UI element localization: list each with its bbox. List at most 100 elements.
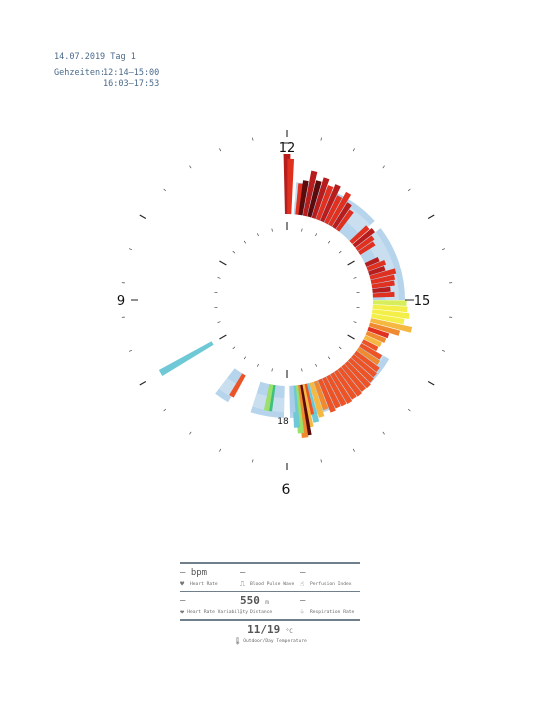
outer-tick	[163, 408, 167, 412]
activity-bar	[287, 158, 295, 215]
activity-bar	[344, 360, 371, 389]
activity-bar	[349, 225, 370, 244]
outer-dial-ticks	[121, 130, 453, 470]
hour-label: 12	[279, 141, 296, 156]
walking-time-1: 12:14–15:00	[103, 68, 160, 78]
activity-bar	[307, 180, 322, 218]
heart-rate-value: — bpm	[180, 567, 208, 578]
outer-tick	[353, 448, 355, 452]
activity-bar	[337, 366, 363, 397]
activity-bars	[158, 153, 413, 439]
activity-bar	[229, 373, 246, 398]
activity-bar	[289, 385, 296, 413]
inner-tick	[327, 240, 331, 244]
hour-label: 6	[282, 482, 291, 498]
temperature-value: 11/19	[247, 622, 281, 636]
metric-heart-rate: — bpm ♥ Heart Rate	[180, 568, 240, 588]
outer-tick	[382, 431, 385, 435]
activity-bar	[351, 354, 377, 378]
panel-rule	[180, 590, 360, 592]
activity-bar	[370, 318, 413, 333]
inner-tick	[219, 334, 227, 340]
distance-value: 550	[240, 594, 260, 607]
pulse-wave-icon: ⎍	[240, 579, 245, 588]
inner-tick	[353, 321, 357, 323]
inner-tick	[219, 260, 227, 266]
lungs-icon: ♧	[300, 608, 305, 616]
header-date: 14.07.2019 Tag 1	[54, 52, 136, 62]
outer-tick	[219, 448, 221, 452]
activity-bar	[365, 331, 387, 344]
activity-bar	[355, 235, 375, 252]
activity-bar	[358, 241, 376, 255]
metric-temperature: 11/19 °C 🌡 Outdoor/Day Temperature	[233, 622, 307, 645]
activity-bar	[364, 257, 380, 267]
inner-tick	[243, 356, 247, 360]
inner-tick	[338, 250, 342, 254]
outer-tick	[219, 148, 221, 152]
inner-tick	[315, 363, 317, 367]
outer-tick	[252, 459, 254, 463]
metric-perfusion-index: — ☝ Perfusion Index	[300, 568, 360, 588]
inner-tick	[217, 277, 221, 279]
outer-tick	[441, 350, 445, 352]
header: 14.07.2019 Tag 1 Gehzeiten: 12:14–15:00 …	[54, 52, 159, 90]
outer-tick	[382, 165, 385, 169]
hour-label: 18	[277, 417, 289, 427]
perfusion-index-label: Perfusion Index	[310, 581, 352, 587]
activity-bar	[352, 228, 376, 248]
outer-tick	[129, 350, 133, 352]
inner-tick	[243, 240, 247, 244]
heart-icon: ♥	[180, 579, 185, 588]
activity-bar	[158, 341, 214, 376]
outer-tick	[139, 381, 147, 386]
inner-tick	[257, 233, 259, 237]
activity-bar	[302, 170, 318, 217]
metric-heart-rate-variability: — ❤ Heart Rate Variability	[180, 596, 248, 616]
activity-bar	[341, 364, 366, 392]
activity-bar	[372, 286, 391, 294]
activity-bar	[361, 339, 379, 352]
walking-time-2: 16:03–17:53	[103, 79, 160, 89]
activity-bar	[363, 335, 382, 347]
inner-tick	[271, 368, 273, 372]
hrv-value: —	[180, 596, 186, 606]
metrics-panel: — bpm ♥ Heart Rate — ⎍ Blood Pulse Wave — …	[180, 562, 360, 648]
inner-tick	[232, 250, 236, 254]
activity-bar	[320, 184, 341, 223]
inner-tick	[301, 228, 303, 232]
activity-bar	[332, 202, 352, 229]
activity-bar	[311, 177, 330, 219]
metric-blood-pulse-wave: — ⎍ Blood Pulse Wave	[240, 568, 300, 588]
outer-tick	[189, 431, 192, 435]
outer-tick	[189, 165, 192, 169]
inner-tick	[232, 346, 236, 350]
activity-bar	[326, 374, 347, 407]
activity-bar	[372, 291, 395, 298]
temperature-label: Outdoor/Day Temperature	[243, 638, 307, 644]
inner-tick	[315, 233, 317, 237]
activity-bar	[369, 268, 397, 280]
activity-bar	[371, 280, 395, 289]
inner-tick	[301, 368, 303, 372]
inner-tick	[257, 363, 259, 367]
hour-label: 9	[117, 294, 125, 309]
hour-label: 15	[414, 294, 431, 309]
inner-tick	[327, 356, 331, 360]
temperature-unit: °C	[285, 627, 293, 635]
outer-tick	[252, 137, 254, 141]
inner-dial-ticks	[214, 222, 360, 378]
activity-bar	[368, 322, 401, 336]
outer-tick	[427, 214, 435, 219]
activity-bar	[370, 274, 396, 285]
heart-rate-label: Heart Rate	[190, 581, 218, 587]
hour-labels: 12 15 18 9 6	[117, 141, 430, 498]
perfusion-index-value: —	[300, 567, 306, 578]
outer-tick	[353, 148, 355, 152]
activity-bar	[372, 304, 408, 313]
activity-bar	[322, 376, 341, 409]
activity-bar	[371, 309, 410, 319]
activity-bar	[359, 343, 383, 360]
walking-times-label: Gehzeiten:	[54, 68, 106, 78]
